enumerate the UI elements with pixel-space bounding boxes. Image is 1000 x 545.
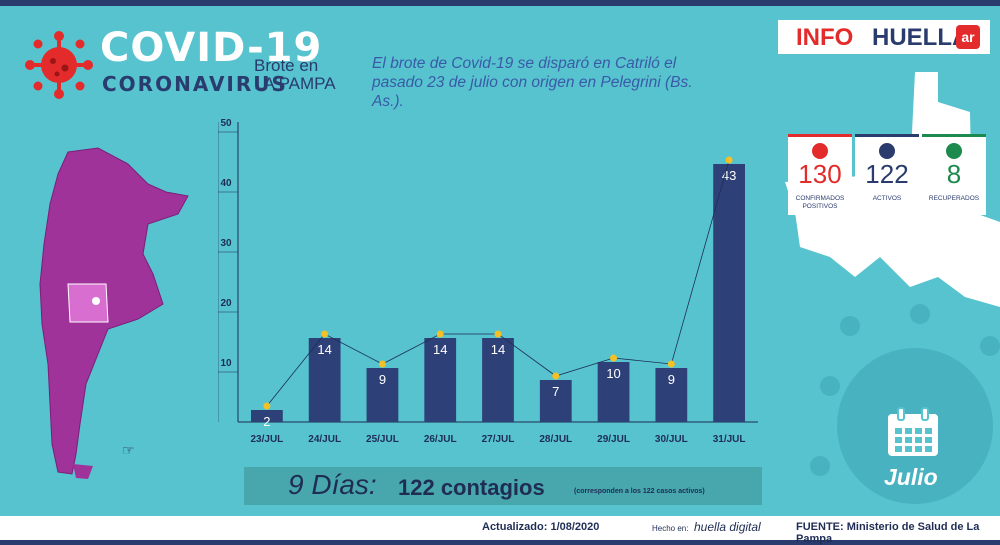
pointer-hand-icon: ☞ xyxy=(122,442,135,458)
trend-marker xyxy=(436,330,444,338)
bar-31/JUL xyxy=(713,164,745,422)
bar-value-label: 10 xyxy=(606,366,620,381)
argentina-map xyxy=(39,147,189,479)
x-tick-label: 27/JUL xyxy=(482,434,515,445)
bar-25/JUL xyxy=(366,368,399,422)
y-tick-label: 10 xyxy=(220,358,232,369)
trend-marker xyxy=(552,372,560,380)
trend-marker xyxy=(321,330,329,338)
stat-label-recuperados: RECUPERADOS xyxy=(928,195,980,202)
bar-26/JUL xyxy=(424,338,457,422)
trend-marker xyxy=(263,402,271,410)
bar-value-label: 9 xyxy=(668,372,675,387)
footer-made-by: huella digital xyxy=(694,520,761,534)
stat-value-activos: 122 xyxy=(865,159,909,189)
footer-source: FUENTE: Ministerio de Salud de La Pampa xyxy=(796,521,980,545)
footer-made-prefix: Hecho en: xyxy=(652,524,689,533)
stat-label-activos: ACTIVOS xyxy=(872,195,902,202)
brote-line-1: Brote en xyxy=(254,56,319,75)
logo-ar: ar xyxy=(956,25,980,49)
y-tick-label: 20 xyxy=(220,298,232,309)
bar-value-label: 9 xyxy=(379,372,386,387)
banner-days: 9 Días: xyxy=(288,469,377,500)
virus-icon xyxy=(946,143,962,159)
title-coronavirus: CORONAVIRUS xyxy=(102,72,288,96)
cases-bar-chart: 10 20 30 40 50 2 23/JUL 14 24/JUL 9 25/JUL 14 26/JUL… xyxy=(218,118,758,445)
month-label: Julio xyxy=(884,464,938,490)
infographic-canvas: COVID-19 CORONAVIRUS Brote en LA PAMPA E… xyxy=(0,6,1000,516)
trend-marker xyxy=(378,360,386,368)
brote-line-2: LA PAMPA xyxy=(254,74,336,93)
summary-banner: 9 Días: 122 contagios (corresponden a lo… xyxy=(244,467,762,505)
bar-value-label: 2 xyxy=(263,414,270,429)
x-tick-label: 31/JUL xyxy=(713,434,746,445)
trend-marker xyxy=(667,360,675,368)
virus-icon xyxy=(25,31,93,99)
x-tick-label: 24/JUL xyxy=(308,434,341,445)
stat-value-confirmados: 130 xyxy=(798,159,842,189)
trend-marker xyxy=(610,354,618,362)
virus-icon xyxy=(879,143,895,159)
x-tick-label: 23/JUL xyxy=(250,434,283,445)
logo-info: INFO xyxy=(796,24,854,51)
bar-27/JUL xyxy=(482,338,514,422)
y-tick-label: 40 xyxy=(220,178,232,189)
title-covid: COVID-19 xyxy=(100,25,323,71)
footer-updated: Actualizado: 1/08/2020 xyxy=(482,521,600,533)
bar-23/JUL xyxy=(251,410,283,422)
bar-30/JUL xyxy=(655,368,688,422)
logo-huella: HUELLA xyxy=(872,24,970,51)
x-tick-label: 28/JUL xyxy=(539,434,572,445)
stat-label-confirmados: CONFIRMADOS POSITIVOS xyxy=(795,195,845,210)
bar-value-label: 7 xyxy=(552,384,559,399)
bar-28/JUL xyxy=(539,380,572,422)
stat-value-recuperados: 8 xyxy=(946,159,962,189)
x-tick-label: 29/JUL xyxy=(597,434,630,445)
stat-card-activos: 122 ACTIVOS xyxy=(855,134,919,215)
stat-card-recuperados: 8 RECUPERADOS xyxy=(922,134,986,215)
virus-icon xyxy=(812,143,828,159)
infohuella-logo: INFO HUELLA ar xyxy=(778,20,990,54)
trend-marker xyxy=(494,330,502,338)
x-tick-label: 30/JUL xyxy=(655,434,688,445)
footer-bar: Actualizado: 1/08/2020 Hecho en: huella … xyxy=(0,516,1000,545)
bar-value-label: 14 xyxy=(317,342,331,357)
y-tick-label: 50 xyxy=(220,118,232,129)
banner-contagios: 122 contagios xyxy=(398,475,545,500)
stat-card-confirmados: 130 CONFIRMADOS POSITIVOS xyxy=(788,134,852,215)
x-tick-label: 25/JUL xyxy=(366,434,399,445)
bar-value-label: 43 xyxy=(722,168,736,183)
bar-29/JUL xyxy=(597,362,630,422)
bar-24/JUL xyxy=(308,338,341,422)
bar-value-label: 14 xyxy=(491,342,505,357)
x-tick-label: 26/JUL xyxy=(424,434,457,445)
calendar-icon xyxy=(888,407,938,456)
trend-marker xyxy=(725,156,733,164)
banner-note: (corresponden a los 122 casos activos) xyxy=(574,488,705,495)
y-tick-label: 30 xyxy=(220,238,232,249)
headline-text: El brote de Covid-19 se disparó en Catri… xyxy=(372,55,693,110)
bar-value-label: 14 xyxy=(433,342,447,357)
